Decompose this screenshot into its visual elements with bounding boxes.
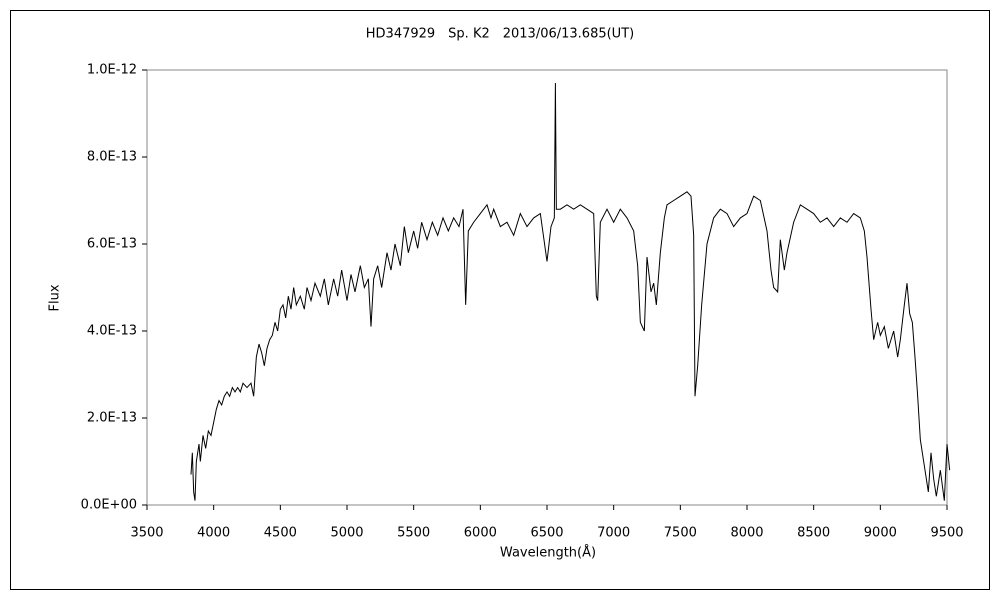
chart-frame xyxy=(10,10,990,590)
x-tick-label: 6000 xyxy=(464,526,497,541)
x-tick-label: 7500 xyxy=(664,526,697,541)
x-tick-label: 3500 xyxy=(130,526,163,541)
y-tick-label: 6.0E-13 xyxy=(87,237,137,252)
x-tick-label: 8000 xyxy=(730,526,763,541)
y-tick-label: 0.0E+00 xyxy=(81,498,137,513)
y-tick-label: 1.0E-12 xyxy=(87,63,137,78)
x-tick-label: 5000 xyxy=(330,526,363,541)
x-tick-label: 9000 xyxy=(864,526,897,541)
x-tick-label: 7000 xyxy=(597,526,630,541)
x-tick-label: 6500 xyxy=(530,526,563,541)
x-tick-label: 4000 xyxy=(197,526,230,541)
x-tick-label: 9500 xyxy=(930,526,963,541)
x-tick-label: 4500 xyxy=(264,526,297,541)
x-axis-label: Wavelength(Å) xyxy=(500,545,596,561)
x-tick-label: 8500 xyxy=(797,526,830,541)
y-tick-label: 2.0E-13 xyxy=(87,411,137,426)
y-axis-label: Flux xyxy=(48,284,63,311)
chart-title: HD347929 Sp. K2 2013/06/13.685(UT) xyxy=(366,27,634,42)
x-tick-label: 5500 xyxy=(397,526,430,541)
y-tick-label: 4.0E-13 xyxy=(87,324,137,339)
y-tick-label: 8.0E-13 xyxy=(87,150,137,165)
spectrum-line xyxy=(190,83,951,501)
